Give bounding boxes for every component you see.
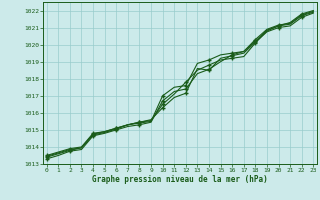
X-axis label: Graphe pression niveau de la mer (hPa): Graphe pression niveau de la mer (hPa) bbox=[92, 175, 268, 184]
